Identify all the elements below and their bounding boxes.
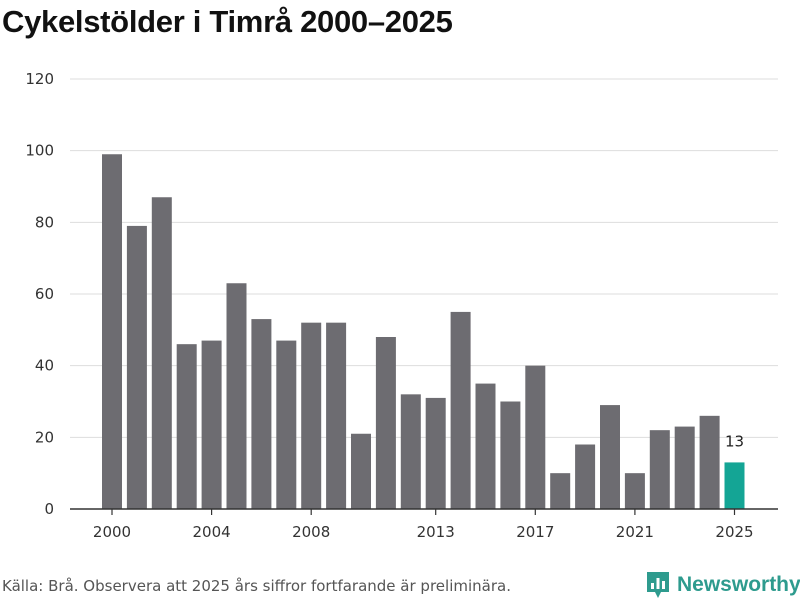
bar (375, 337, 396, 509)
bar (276, 340, 297, 509)
bar (674, 426, 695, 509)
bar (176, 344, 197, 509)
bar (500, 401, 521, 509)
y-tick-label: 120 (25, 70, 54, 88)
newsworthy-logo-icon (647, 572, 669, 598)
x-tick-label: 2017 (516, 523, 554, 541)
x-tick-label: 2025 (715, 523, 753, 541)
y-tick-label: 100 (25, 142, 54, 160)
brand-logo: Newsworthy (645, 570, 800, 600)
bar (699, 415, 720, 509)
x-tick-label: 2004 (193, 523, 231, 541)
bar (525, 365, 546, 509)
bar (425, 397, 446, 509)
x-tick-label: 2021 (616, 523, 654, 541)
chart-title: Cykelstölder i Timrå 2000–2025 (2, 4, 453, 39)
bar (575, 444, 596, 509)
bar (102, 154, 122, 509)
x-tick-label: 2008 (292, 523, 330, 541)
bar (351, 433, 371, 509)
bar (600, 405, 620, 509)
x-tick-label: 2013 (417, 523, 455, 541)
bar (201, 340, 222, 509)
bar (649, 430, 670, 509)
bar (251, 319, 272, 509)
y-tick-label: 60 (35, 285, 54, 303)
bar (226, 283, 247, 509)
bar (475, 383, 496, 509)
bar (326, 322, 347, 509)
highlighted-bar (724, 462, 745, 509)
y-tick-label: 20 (35, 428, 54, 446)
bar (550, 473, 571, 509)
y-tick-label: 0 (44, 500, 54, 518)
data-label: 13 (725, 432, 744, 450)
x-tick-label: 2000 (93, 523, 131, 541)
brand-name: Newsworthy (677, 573, 800, 596)
bar (301, 322, 322, 509)
bar (400, 394, 421, 509)
bar (450, 311, 471, 509)
bar (126, 225, 147, 509)
source-note: Källa: Brå. Observera att 2025 års siffr… (2, 577, 511, 595)
y-tick-label: 40 (35, 357, 54, 375)
bar (624, 473, 645, 509)
bar (151, 197, 172, 509)
y-tick-label: 80 (35, 213, 54, 231)
